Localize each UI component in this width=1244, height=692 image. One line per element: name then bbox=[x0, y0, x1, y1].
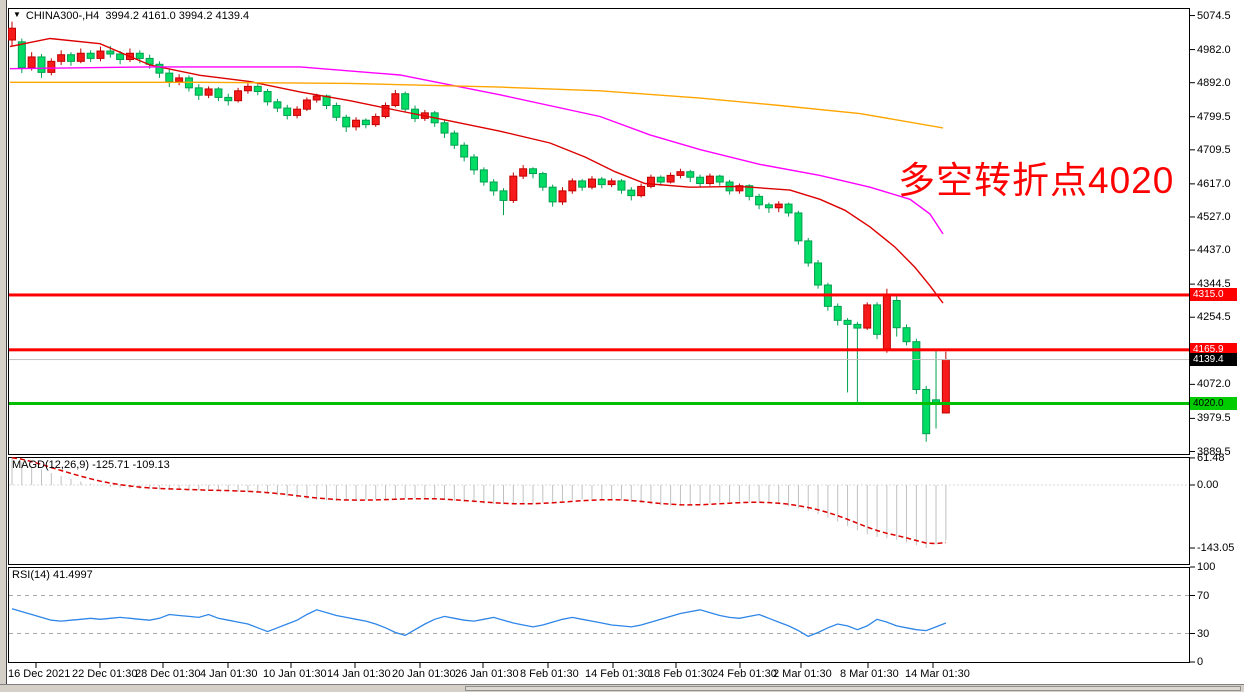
date-tick-label: 14 Mar 01:30 bbox=[905, 668, 970, 680]
status-inset bbox=[465, 686, 1241, 691]
price-tick: 4892.0 bbox=[1197, 76, 1231, 89]
date-tick-label: 16 Dec 2021 bbox=[8, 668, 71, 680]
date-tick-label: 20 Jan 01:30 bbox=[392, 668, 456, 680]
macd-panel[interactable] bbox=[8, 457, 1190, 565]
macd-header: MAGD(12,26,9) -125.71 -109.13 bbox=[12, 459, 170, 471]
price-badge: 4020.0 bbox=[1190, 396, 1237, 410]
date-tick-label: 26 Jan 01:30 bbox=[455, 668, 519, 680]
rsi-tick: 30 bbox=[1197, 627, 1210, 640]
date-tick-label: 18 Feb 01:30 bbox=[648, 668, 713, 680]
price-tick: 4709.5 bbox=[1197, 143, 1231, 156]
date-tick-label: 14 Feb 01:30 bbox=[585, 668, 650, 680]
rsi-panel[interactable] bbox=[8, 567, 1190, 663]
macd-tick: 0.00 bbox=[1197, 479, 1219, 491]
date-tick-label: 8 Feb 01:30 bbox=[520, 668, 579, 680]
price-tick: 4344.5 bbox=[1197, 278, 1231, 291]
price-tick: 4527.0 bbox=[1197, 210, 1231, 223]
price-tick: 3889.5 bbox=[1197, 445, 1231, 458]
price-tick: 4617.0 bbox=[1197, 177, 1231, 190]
rsi-title: RSI(14) bbox=[12, 569, 50, 581]
symbol-label: CHINA300-,H4 bbox=[25, 10, 100, 22]
symbol-ohlc-values: 3994.2 4161.0 3994.2 4139.4 bbox=[105, 10, 250, 22]
date-tick-label: 2 Mar 01:30 bbox=[773, 668, 832, 680]
symbol-header: ▼ CHINA300-,H4 3994.2 4161.0 3994.2 4139.… bbox=[13, 10, 249, 22]
price-tick: 4254.5 bbox=[1197, 311, 1231, 324]
status-bar bbox=[0, 684, 1244, 692]
date-tick-label: 28 Dec 01:30 bbox=[135, 668, 201, 680]
price-tick: 4982.0 bbox=[1197, 43, 1231, 56]
date-tick-label: 14 Jan 01:30 bbox=[327, 668, 391, 680]
date-axis[interactable]: 16 Dec 2021 22 Dec 01:30 28 Dec 01:30 4 Jan… bbox=[8, 663, 1190, 684]
date-tick-label: 24 Feb 01:30 bbox=[712, 668, 777, 680]
macd-tick: -143.05 bbox=[1197, 542, 1235, 555]
main-chart-panel[interactable] bbox=[8, 8, 1190, 455]
price-tick: 4799.5 bbox=[1197, 110, 1231, 123]
date-tick-label: 4 Jan 01:30 bbox=[200, 668, 258, 680]
macd-values: -125.71 -109.13 bbox=[92, 459, 170, 471]
date-tick-label: 10 Jan 01:30 bbox=[263, 668, 327, 680]
symbol-dropdown-icon[interactable]: ▼ bbox=[13, 10, 21, 19]
price-tick: 3979.5 bbox=[1197, 412, 1231, 425]
rsi-value: 41.4997 bbox=[52, 569, 93, 581]
rsi-header: RSI(14) 41.4997 bbox=[12, 569, 93, 581]
rsi-tick: 0 bbox=[1197, 656, 1204, 668]
price-tick: 4437.0 bbox=[1197, 244, 1231, 257]
price-tick: 4072.0 bbox=[1197, 378, 1231, 391]
macd-tick: 61.48 bbox=[1197, 451, 1225, 464]
price-badge: 4139.4 bbox=[1190, 353, 1237, 367]
left-gutter bbox=[0, 0, 7, 692]
price-tick: 5074.5 bbox=[1197, 9, 1231, 22]
date-tick-label: 22 Dec 01:30 bbox=[72, 668, 138, 680]
price-badge: 4315.0 bbox=[1190, 288, 1237, 302]
price-axis[interactable]: 5074.5 4982.0 4892.0 4799.5 4709.5 4617.0 4527… bbox=[1190, 0, 1244, 684]
rsi-tick: 100 bbox=[1197, 561, 1216, 573]
macd-title: MAGD(12,26,9) bbox=[12, 459, 90, 471]
date-tick-label: 8 Mar 01:30 bbox=[840, 668, 899, 680]
chart-annotation-text: 多空转折点4020 bbox=[898, 160, 1175, 201]
rsi-tick: 70 bbox=[1197, 589, 1210, 602]
